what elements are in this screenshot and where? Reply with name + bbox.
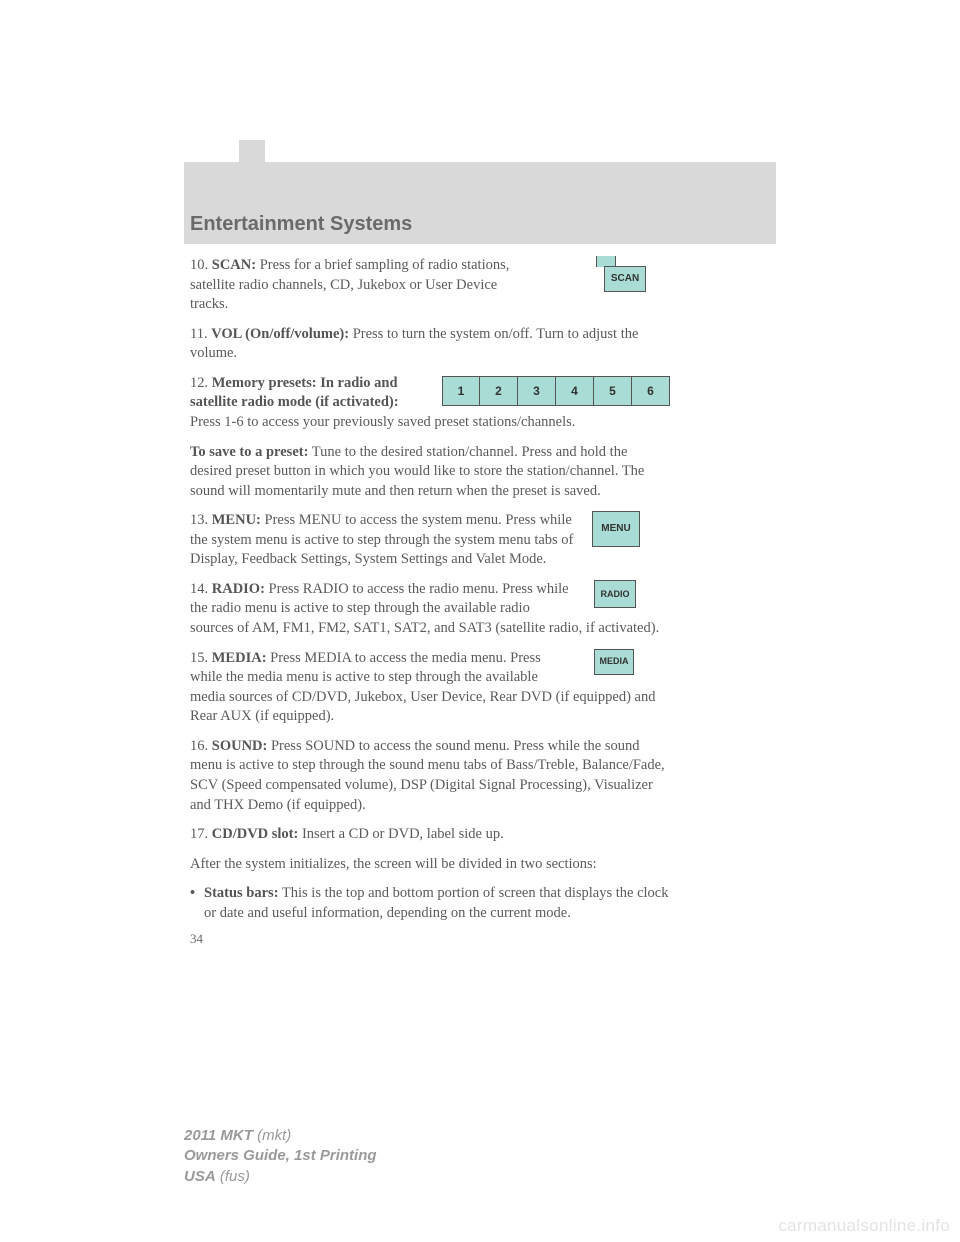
item-bold: SOUND: [212,738,268,754]
item-bold: To save to a preset: [190,444,308,460]
radio-button-graphic: RADIO [594,580,636,608]
scan-key-icon: SCAN [604,266,646,292]
preset-key-5: 5 [594,376,632,406]
item-num: 11. [190,326,208,342]
footer-model: 2011 MKT [184,1127,253,1144]
item-11: 11. VOL (On/off/volume): Press to turn t… [190,325,670,364]
item-num: 12. [190,375,208,391]
preset-key-4: 4 [556,376,594,406]
item-bold: CD/DVD slot: [212,826,299,842]
bullet-marker: • [190,884,204,923]
bullet-bold: Status bars: [204,885,279,901]
preset-key-3: 3 [518,376,556,406]
item-bold: SCAN: [212,257,256,273]
scan-button-graphic: SCAN [550,256,670,296]
footer-block: 2011 MKT (mkt) Owners Guide, 1st Printin… [184,1126,377,1187]
item-text: Press 1-6 to access your previously save… [190,414,575,430]
page-number: 34 [190,931,776,947]
footer-guide: Owners Guide, 1st Printing [184,1146,377,1166]
item-num: 15. [190,650,208,666]
item-num: 13. [190,512,208,528]
menu-button-graphic: MENU [592,511,640,547]
item-13: MENU 13. MENU: Press MENU to access the … [190,511,670,570]
item-12: 1 2 3 4 5 6 12. Memory presets: In radio… [190,374,670,433]
item-15: MEDIA 15. MEDIA: Press MEDIA to access t… [190,649,670,727]
bullet-status-bars: • Status bars: This is the top and botto… [190,884,670,923]
content-body: SCAN 10. SCAN: Press for a brief samplin… [190,256,670,923]
header-tab-shape [239,140,265,162]
section-header: Entertainment Systems [184,162,776,244]
item-12b: To save to a preset: Tune to the desired… [190,443,670,502]
footer-model-code: (mkt) [253,1127,291,1144]
after-text: After the system initializes, the screen… [190,855,670,875]
preset-buttons-graphic: 1 2 3 4 5 6 [442,376,670,406]
item-14: RADIO 14. RADIO: Press RADIO to access t… [190,580,670,639]
preset-key-1: 1 [442,376,480,406]
preset-key-6: 6 [632,376,670,406]
radio-key-icon: RADIO [594,580,636,608]
item-bold: VOL (On/off/volume): [211,326,349,342]
item-bold: MEDIA: [212,650,267,666]
media-key-icon: MEDIA [594,649,634,675]
item-bold: RADIO: [212,581,265,597]
media-button-graphic: MEDIA [594,649,634,675]
item-10: SCAN 10. SCAN: Press for a brief samplin… [190,256,670,315]
item-num: 16. [190,738,208,754]
item-num: 14. [190,581,208,597]
item-bold: Memory presets: In radio and satellite r… [190,375,399,411]
item-text: Insert a CD or DVD, label side up. [298,826,503,842]
item-num: 17. [190,826,208,842]
item-17: 17. CD/DVD slot: Insert a CD or DVD, lab… [190,825,670,845]
item-bold: MENU: [212,512,261,528]
item-num: 10. [190,257,208,273]
item-16: 16. SOUND: Press SOUND to access the sou… [190,737,670,815]
section-title: Entertainment Systems [190,213,412,236]
watermark-text: carmanualsonline.info [778,1216,950,1236]
manual-page: Entertainment Systems SCAN 10. SCAN: Pre… [184,162,776,947]
footer-region: USA [184,1168,216,1185]
preset-key-2: 2 [480,376,518,406]
footer-region-code: (fus) [216,1168,250,1185]
menu-key-icon: MENU [592,511,640,547]
